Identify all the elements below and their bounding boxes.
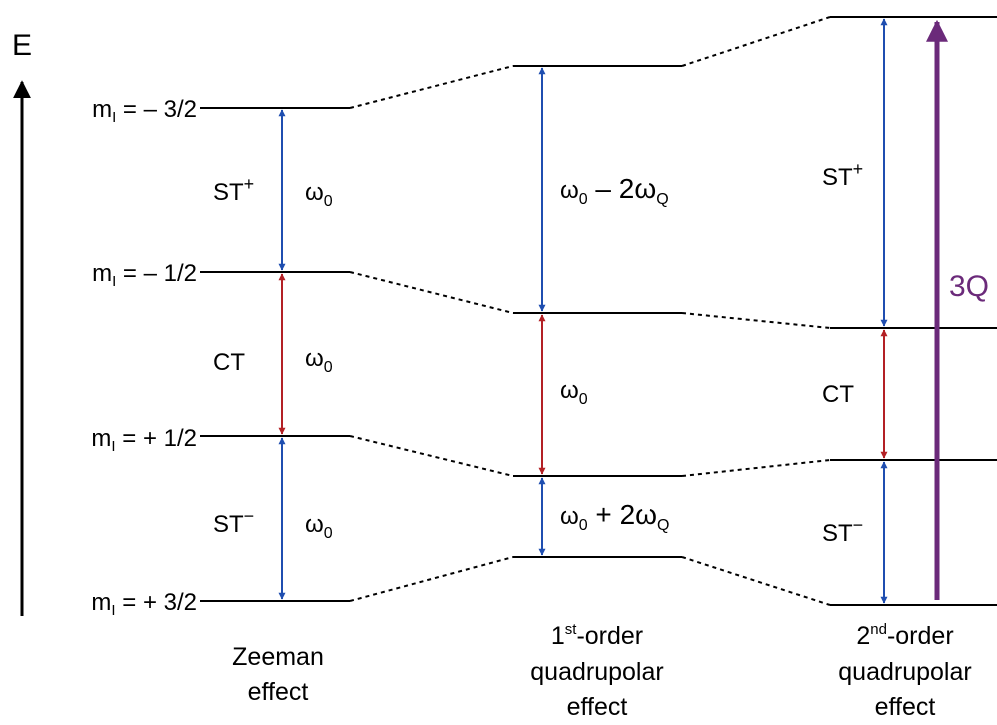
- zeeman-freq-st-plus: ω0: [305, 179, 333, 210]
- connector-zeeman-first-m3-2: [349, 65, 514, 109]
- zeeman-st-minus-label: ST−: [213, 506, 254, 538]
- zeeman-freq-st-minus: ω0: [305, 511, 333, 542]
- second-order-caption-line1: 2nd-order: [856, 621, 953, 650]
- zeeman-transition-labels: ST+ CT ST− ω0 ω0 ω0: [213, 174, 333, 542]
- zeeman-ct-label: CT: [213, 349, 245, 376]
- second-order-levels: [830, 16, 997, 606]
- zeeman-caption-line2: effect: [248, 678, 309, 706]
- connector-zeeman-first-m1-2: [349, 271, 514, 314]
- level-label-p1-2: mI = + 1/2: [91, 425, 197, 455]
- second-order-st-minus-label: ST−: [822, 515, 863, 547]
- zeeman-caption-line1: Zeeman: [232, 643, 324, 671]
- connector-zeeman-first-p1-2: [349, 435, 514, 477]
- first-order-upper-freq: ω0 – 2ωQ: [560, 173, 669, 208]
- first-order-middle-freq: ω0: [560, 377, 588, 408]
- first-order-caption-line3: effect: [567, 693, 628, 721]
- connector-first-second-p3-2: [681, 556, 831, 606]
- second-order-st-plus-label: ST+: [822, 159, 863, 191]
- level-label-m1-2: mI = – 1/2: [92, 260, 197, 290]
- first-order-caption-line2: quadrupolar: [530, 658, 663, 686]
- level-label-p3-2: mI = + 3/2: [91, 589, 197, 619]
- first-order-lower-freq: ω0 + 2ωQ: [560, 499, 669, 534]
- second-order-ct-label: CT: [822, 381, 854, 408]
- connector-first-second-p1-2: [681, 459, 831, 477]
- captions: Zeeman effect 1st-order quadrupolar effe…: [232, 621, 972, 721]
- first-order-transition-labels: ω0 – 2ωQ ω0 ω0 + 2ωQ: [560, 173, 669, 534]
- second-order-transition-labels: ST+ CT ST− 3Q: [822, 159, 989, 547]
- connector-first-second-m3-2: [681, 16, 831, 67]
- zeeman-st-plus-label: ST+: [213, 174, 254, 206]
- zeeman-freq-ct: ω0: [305, 345, 333, 376]
- second-order-caption-line3: effect: [875, 693, 936, 721]
- level-labels: mI = – 3/2 mI = – 1/2 mI = + 1/2 mI = + …: [91, 96, 197, 619]
- zeeman-levels: [200, 107, 350, 602]
- triple-quantum-label: 3Q: [949, 270, 989, 303]
- energy-axis-label: E: [12, 29, 32, 62]
- level-label-m3-2: mI = – 3/2: [92, 96, 197, 126]
- first-order-levels: [513, 65, 682, 558]
- level-connectors: [349, 16, 831, 606]
- second-order-caption-line2: quadrupolar: [838, 658, 971, 686]
- connector-first-second-m1-2: [681, 312, 831, 329]
- first-order-caption-line1: 1st-order: [551, 621, 643, 650]
- connector-zeeman-first-p3-2: [349, 556, 514, 602]
